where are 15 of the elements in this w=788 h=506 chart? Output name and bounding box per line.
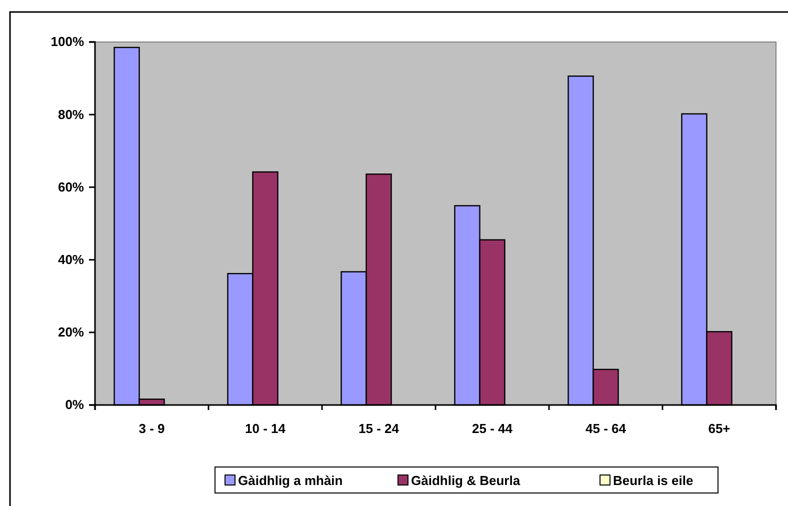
x-tick-label: 3 - 9 — [138, 421, 165, 436]
x-tick-label: 10 - 14 — [245, 421, 286, 436]
y-tick-label: 60% — [58, 179, 84, 194]
legend-label: Gàidhlig a mhàin — [238, 473, 343, 488]
y-tick-label: 80% — [58, 106, 84, 122]
y-tick-label: 100% — [50, 34, 84, 50]
y-tick-label: 20% — [58, 324, 84, 340]
legend-label: Gàidhlig & Beurla — [411, 473, 521, 488]
x-tick-label: 65+ — [708, 421, 731, 436]
x-tick-label: 25 - 44 — [472, 421, 514, 436]
legend-label: Beurla is eile — [613, 473, 694, 488]
y-tick-label: 40% — [58, 252, 84, 267]
x-tick-label: 45 - 64 — [586, 421, 627, 436]
y-tick-label: 0% — [65, 397, 84, 412]
x-tick-label: 15 - 24 — [358, 421, 400, 436]
